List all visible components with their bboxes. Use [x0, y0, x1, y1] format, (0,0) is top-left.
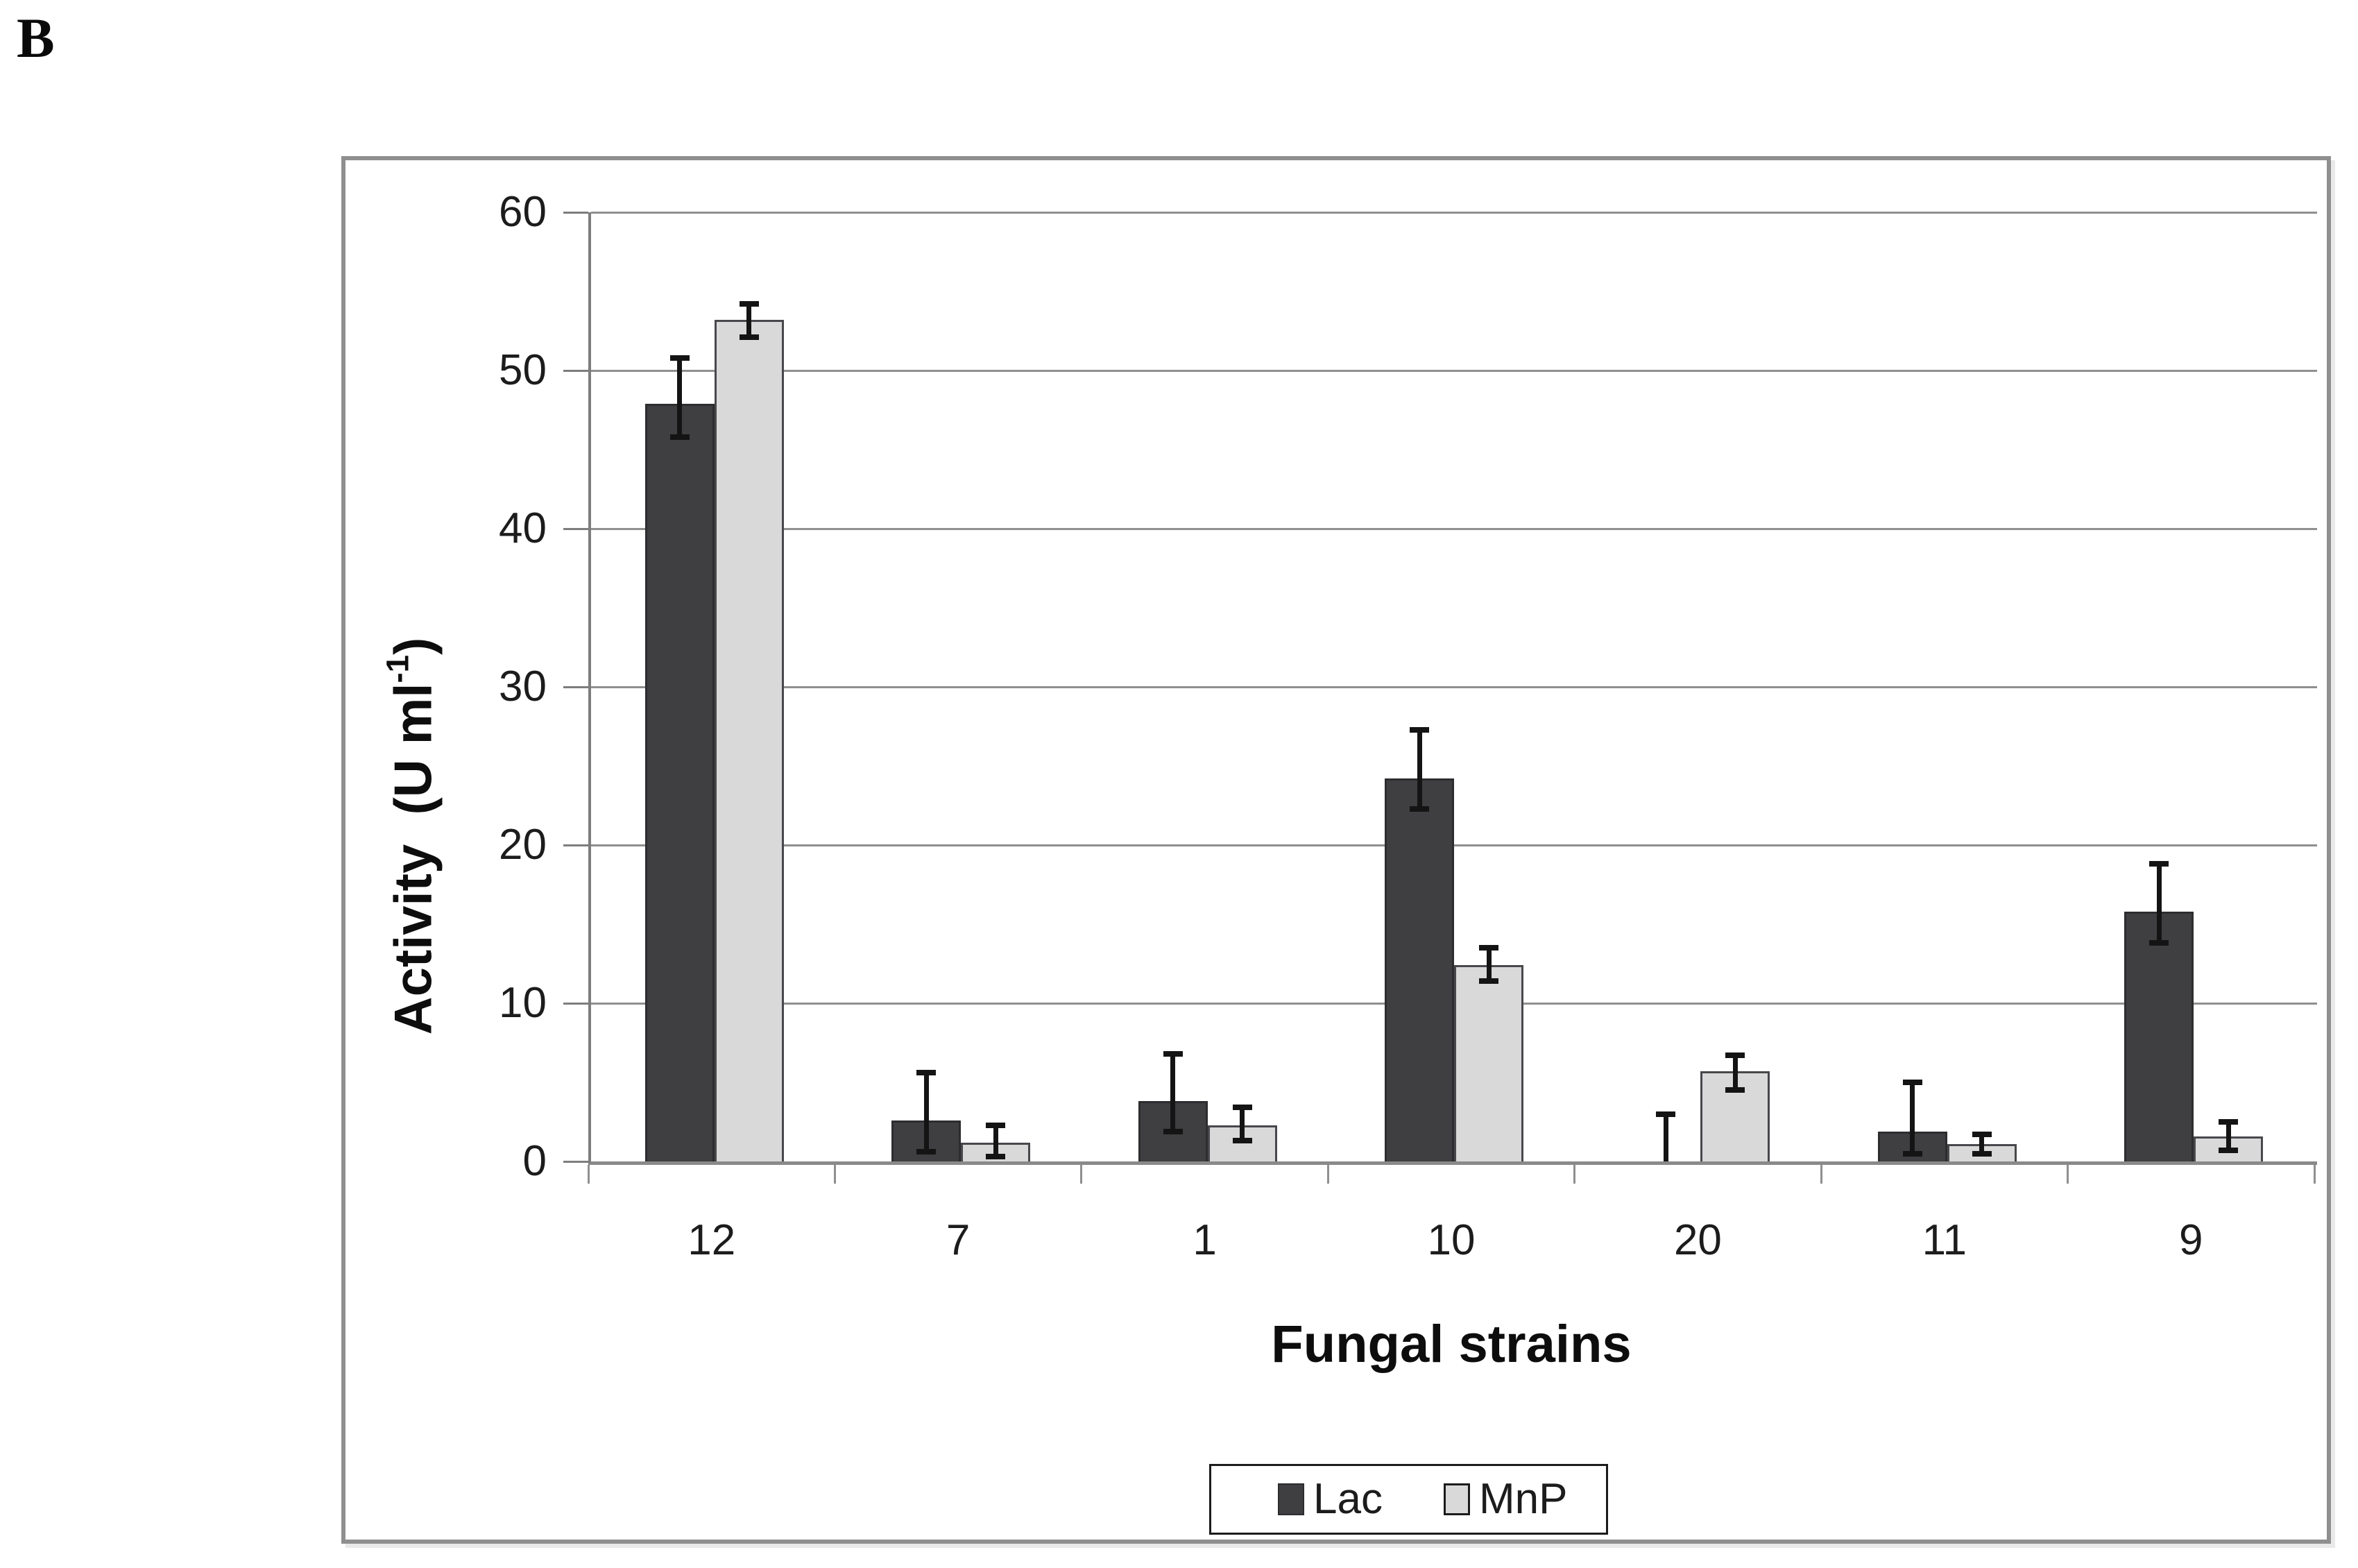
x-axis-tick-6 — [2067, 1165, 2069, 1184]
legend-item-mnp: MnP — [1443, 1475, 1568, 1524]
x-axis-tick-2 — [1080, 1165, 1083, 1184]
y-axis-tick-40 — [563, 527, 588, 530]
error-bar-cap-mnp-1 — [1232, 1138, 1252, 1144]
y-axis-tick-0 — [563, 1160, 588, 1163]
error-bar-cap-mnp-7 — [986, 1122, 1006, 1128]
error-bar-lac-12 — [677, 357, 683, 437]
error-bar-cap-mnp-12 — [739, 334, 759, 341]
error-bar-mnp-20 — [1732, 1055, 1738, 1091]
error-bar-cap-lac-9 — [2149, 861, 2169, 867]
y-axis-tick-label-60: 60 — [499, 188, 547, 236]
y-axis-tick-30 — [563, 685, 588, 688]
y-axis-title-superscript: -1 — [379, 655, 416, 683]
error-bar-cap-lac-20 — [1656, 1111, 1676, 1117]
error-bar-cap-mnp-11 — [1972, 1132, 1992, 1138]
error-bar-cap-lac-10 — [1410, 726, 1429, 733]
y-axis-title-text: Activity (U ml — [384, 683, 443, 1035]
y-axis-tick-50 — [563, 369, 588, 372]
y-axis-tick-60 — [563, 211, 588, 214]
error-bar-cap-mnp-12 — [739, 301, 759, 307]
gridline-30 — [591, 685, 2317, 688]
bar-lac-10 — [1385, 778, 1454, 1161]
error-bar-cap-lac-12 — [669, 355, 690, 361]
gridline-50 — [591, 369, 2317, 372]
error-bar-mnp-12 — [746, 304, 752, 338]
error-bar-lac-20 — [1663, 1114, 1668, 1161]
bar-lac-12 — [644, 403, 715, 1161]
error-bar-cap-lac-1 — [1163, 1050, 1183, 1057]
legend: Lac MnP — [1209, 1464, 1608, 1535]
error-bar-cap-mnp-1 — [1232, 1105, 1252, 1111]
gridline-60 — [591, 211, 2317, 214]
y-axis-tick-label-40: 40 — [499, 504, 547, 552]
error-bar-cap-mnp-10 — [1479, 978, 1498, 985]
y-axis-tick-label-50: 50 — [499, 346, 547, 394]
plot-area — [588, 211, 2317, 1165]
error-bar-mnp-1 — [1240, 1107, 1245, 1141]
error-bar-cap-lac-11 — [1902, 1080, 1922, 1085]
legend-label-lac: Lac — [1313, 1475, 1383, 1523]
x-axis-category-label-20: 20 — [1673, 1216, 1722, 1264]
x-axis-category-label-10: 10 — [1427, 1216, 1476, 1264]
x-axis-tick-7 — [2313, 1165, 2316, 1184]
x-axis-category-label-9: 9 — [2179, 1216, 2203, 1264]
x-axis-category-label-1: 1 — [1193, 1216, 1217, 1264]
legend-label-mnp: MnP — [1478, 1475, 1568, 1523]
error-bar-lac-11 — [1910, 1082, 1915, 1154]
y-axis-title: Activity (U ml-1) — [379, 637, 444, 1035]
x-axis-tick-4 — [1573, 1165, 1576, 1184]
gridline-40 — [591, 527, 2317, 530]
error-bar-cap-mnp-7 — [986, 1154, 1006, 1160]
x-axis-title: Fungal strains — [1271, 1315, 1632, 1374]
y-axis-title-close: ) — [384, 637, 443, 655]
mnp-series-swatch-icon — [1443, 1483, 1470, 1515]
y-axis-tick-label-10: 10 — [499, 979, 547, 1027]
error-bar-mnp-9 — [2225, 1122, 2231, 1151]
bar-lac-9 — [2124, 911, 2194, 1161]
figure-label: B — [17, 6, 55, 69]
x-axis-category-label-7: 7 — [946, 1216, 971, 1264]
error-bar-cap-mnp-9 — [2219, 1119, 2239, 1125]
error-bar-mnp-7 — [993, 1125, 998, 1157]
y-axis-tick-10 — [563, 1002, 588, 1005]
error-bar-mnp-11 — [1979, 1134, 1985, 1154]
error-bar-cap-mnp-9 — [2219, 1148, 2239, 1154]
error-bar-lac-1 — [1170, 1053, 1176, 1132]
y-axis-tick-label-20: 20 — [499, 821, 547, 869]
error-bar-cap-mnp-20 — [1725, 1053, 1745, 1059]
y-axis-tick-label-30: 30 — [499, 663, 547, 710]
x-axis-tick-1 — [833, 1165, 836, 1184]
legend-item-lac: Lac — [1278, 1475, 1383, 1524]
error-bar-cap-lac-9 — [2149, 940, 2169, 946]
error-bar-cap-mnp-20 — [1725, 1087, 1745, 1093]
error-bar-cap-lac-7 — [916, 1149, 937, 1155]
x-axis-tick-5 — [1820, 1165, 1822, 1184]
error-bar-cap-lac-11 — [1902, 1150, 1922, 1157]
error-bar-lac-10 — [1417, 729, 1422, 809]
error-bar-cap-mnp-11 — [1972, 1150, 1992, 1157]
bar-mnp-12 — [714, 320, 784, 1161]
error-bar-cap-lac-7 — [916, 1070, 937, 1076]
lac-series-swatch-icon — [1278, 1483, 1304, 1515]
x-axis-category-label-12: 12 — [687, 1216, 736, 1264]
x-axis-category-label-11: 11 — [1922, 1216, 1967, 1264]
y-axis-tick-20 — [563, 844, 588, 846]
error-bar-cap-lac-1 — [1163, 1128, 1183, 1134]
error-bar-cap-lac-10 — [1410, 806, 1429, 812]
error-bar-mnp-10 — [1486, 948, 1492, 982]
bar-mnp-10 — [1454, 965, 1523, 1161]
gridline-20 — [591, 844, 2317, 846]
error-bar-cap-lac-12 — [669, 434, 690, 440]
x-axis-tick-3 — [1326, 1165, 1329, 1184]
error-bar-lac-9 — [2156, 864, 2162, 944]
error-bar-cap-mnp-10 — [1479, 945, 1498, 951]
error-bar-lac-7 — [923, 1073, 929, 1152]
x-axis-tick-0 — [587, 1165, 590, 1184]
y-axis-tick-label-0: 0 — [522, 1137, 547, 1185]
